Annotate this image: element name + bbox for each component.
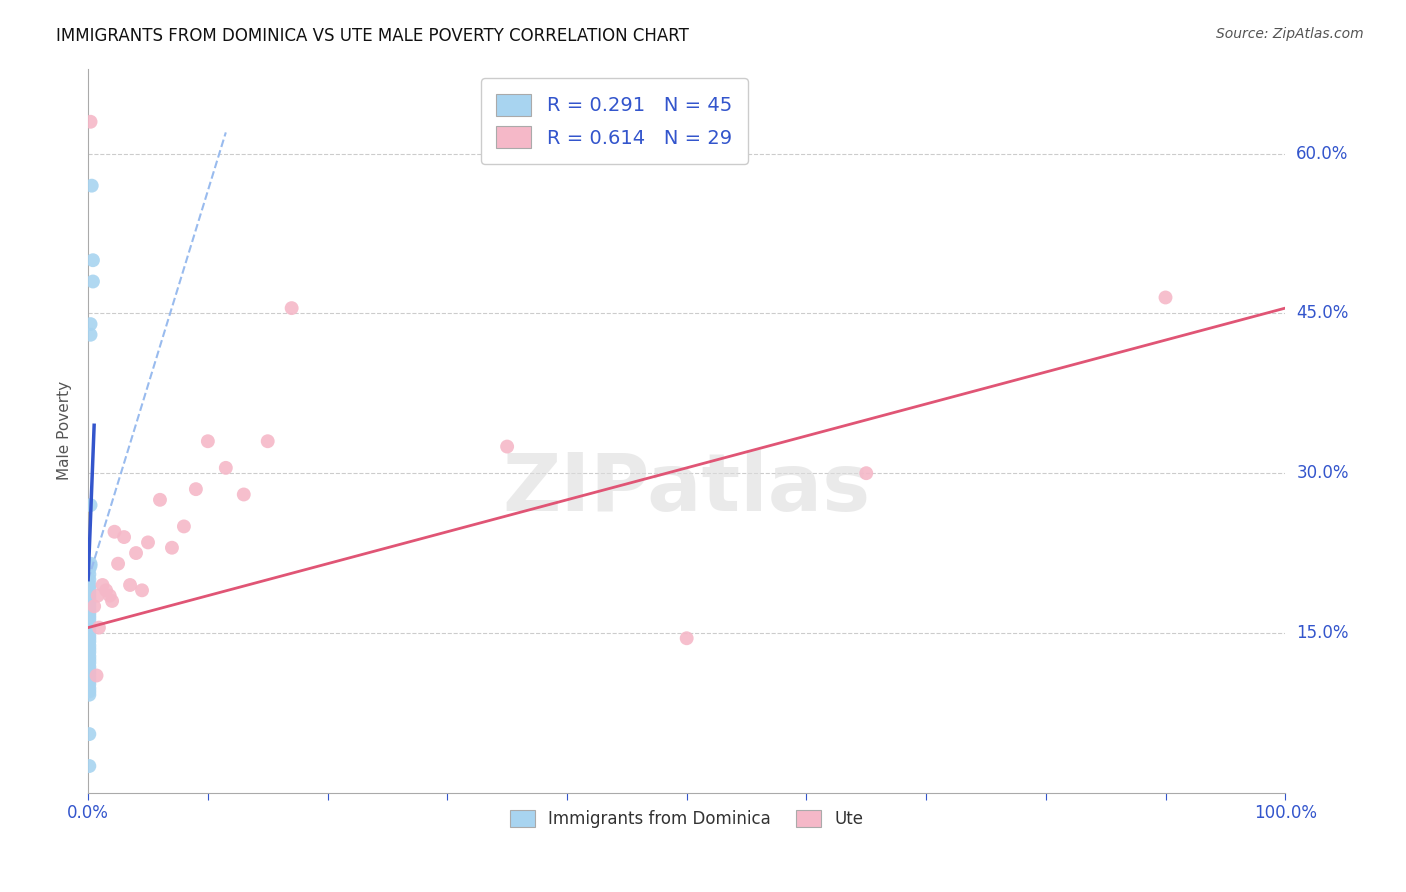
Point — [79, 317, 101, 331]
Point — [79, 573, 101, 587]
Point — [79, 671, 101, 685]
Point — [79, 327, 101, 342]
Point — [79, 663, 101, 677]
Point — [79, 581, 101, 595]
Point — [79, 610, 101, 624]
Point — [101, 594, 124, 608]
Point — [79, 673, 101, 688]
Point — [125, 546, 148, 560]
Point — [149, 492, 172, 507]
Point — [98, 589, 121, 603]
Point — [91, 578, 114, 592]
Point — [80, 178, 103, 193]
Text: 45.0%: 45.0% — [1296, 304, 1348, 322]
Point — [160, 541, 183, 555]
Point — [79, 624, 101, 638]
Point — [79, 115, 101, 129]
Text: ZIPatlas: ZIPatlas — [502, 450, 870, 527]
Point — [79, 677, 101, 691]
Point — [79, 613, 101, 627]
Point — [79, 591, 101, 606]
Text: 60.0%: 60.0% — [1296, 145, 1348, 162]
Point — [79, 599, 101, 614]
Point — [79, 645, 101, 659]
Point — [79, 558, 101, 573]
Point — [112, 530, 135, 544]
Point — [136, 535, 159, 549]
Point — [107, 557, 129, 571]
Point — [86, 668, 108, 682]
Text: 30.0%: 30.0% — [1296, 464, 1348, 483]
Point — [79, 641, 101, 656]
Point — [79, 660, 101, 674]
Point — [82, 275, 104, 289]
Point — [79, 617, 101, 632]
Point — [79, 596, 101, 610]
Point — [79, 652, 101, 666]
Point — [184, 482, 207, 496]
Point — [79, 557, 101, 571]
Point — [256, 434, 278, 449]
Point — [215, 461, 238, 475]
Text: IMMIGRANTS FROM DOMINICA VS UTE MALE POVERTY CORRELATION CHART: IMMIGRANTS FROM DOMINICA VS UTE MALE POV… — [56, 27, 689, 45]
Point — [79, 602, 101, 616]
Y-axis label: Male Poverty: Male Poverty — [58, 381, 72, 480]
Point — [280, 301, 302, 315]
Point — [855, 466, 877, 480]
Point — [79, 656, 101, 670]
Legend: Immigrants from Dominica, Ute: Immigrants from Dominica, Ute — [503, 804, 870, 835]
Point — [118, 578, 141, 592]
Point — [79, 578, 101, 592]
Point — [87, 621, 110, 635]
Point — [79, 498, 101, 512]
Point — [79, 628, 101, 642]
Point — [82, 253, 104, 268]
Point — [79, 562, 101, 576]
Point — [79, 589, 101, 603]
Text: 15.0%: 15.0% — [1296, 624, 1348, 642]
Point — [79, 727, 101, 741]
Point — [197, 434, 219, 449]
Point — [103, 524, 125, 539]
Point — [131, 583, 153, 598]
Point — [79, 607, 101, 621]
Point — [87, 589, 110, 603]
Point — [79, 666, 101, 681]
Point — [79, 759, 101, 773]
Point — [232, 487, 254, 501]
Point — [94, 583, 117, 598]
Point — [79, 688, 101, 702]
Point — [173, 519, 195, 533]
Point — [1154, 290, 1177, 304]
Point — [79, 567, 101, 582]
Point — [79, 621, 101, 635]
Point — [79, 634, 101, 648]
Text: Source: ZipAtlas.com: Source: ZipAtlas.com — [1216, 27, 1364, 41]
Point — [79, 639, 101, 653]
Point — [496, 440, 519, 454]
Point — [79, 684, 101, 698]
Point — [675, 632, 697, 646]
Point — [79, 632, 101, 646]
Point — [79, 649, 101, 664]
Point — [83, 599, 105, 614]
Point — [79, 681, 101, 696]
Point — [79, 585, 101, 599]
